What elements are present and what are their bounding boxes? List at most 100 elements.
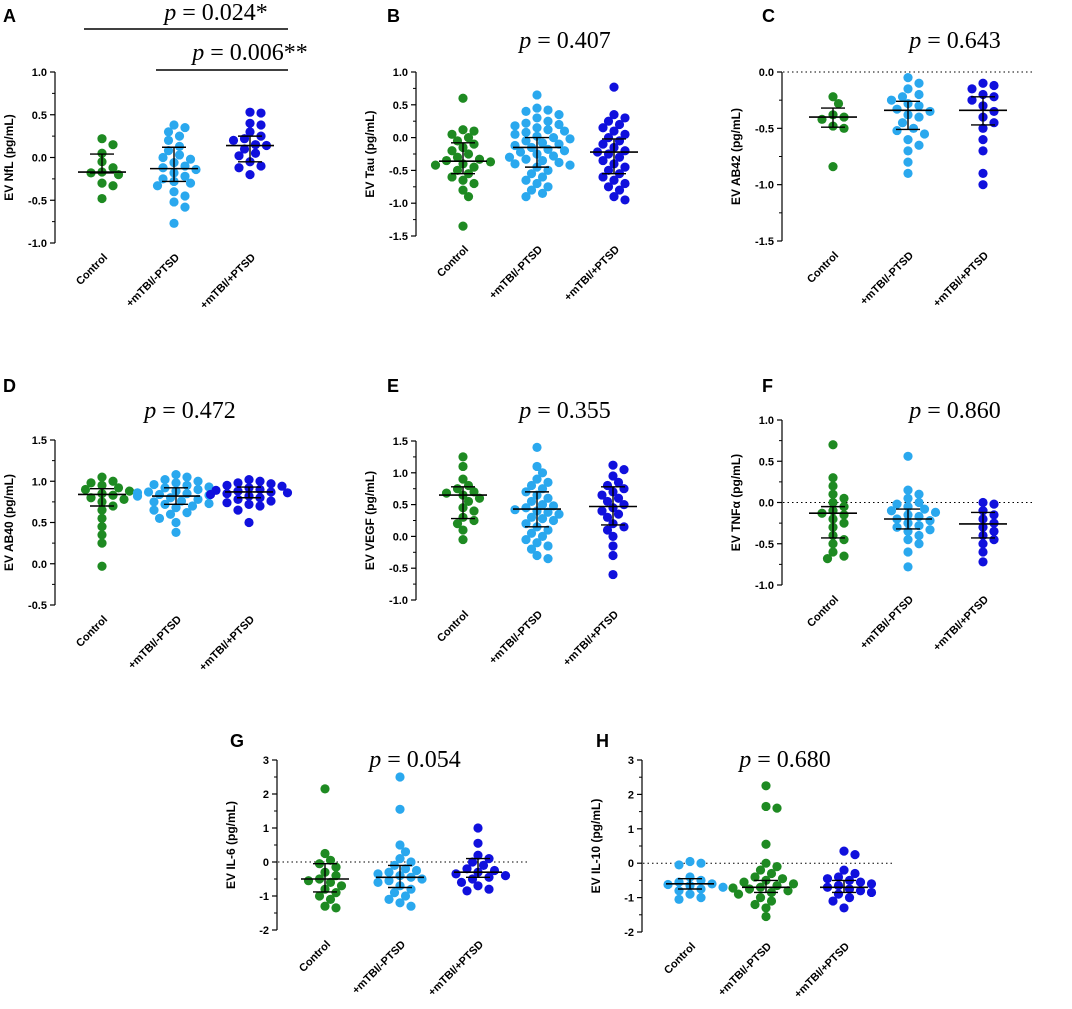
data-point <box>608 471 618 481</box>
data-point <box>320 848 330 859</box>
data-point <box>537 468 548 478</box>
y-tick-label: -1 <box>259 891 269 903</box>
data-point <box>914 489 924 499</box>
y-tick-label: -0.5 <box>755 123 774 135</box>
data-point <box>463 496 474 507</box>
data-point <box>171 517 181 528</box>
data-point <box>193 484 203 495</box>
data-point <box>892 522 902 532</box>
data-point <box>978 168 988 178</box>
series-0 <box>809 440 857 564</box>
data-point <box>447 129 457 139</box>
data-point <box>532 123 542 133</box>
data-point <box>256 161 266 171</box>
data-point <box>696 858 706 868</box>
series-2 <box>959 497 1007 567</box>
data-point <box>467 857 478 867</box>
data-point <box>510 121 520 131</box>
data-point <box>755 893 766 903</box>
category-label: Control <box>435 609 471 645</box>
data-point <box>97 480 107 490</box>
data-point <box>245 127 255 137</box>
data-point <box>903 84 913 94</box>
data-point <box>521 503 531 513</box>
data-point <box>174 141 185 151</box>
data-point <box>828 896 838 906</box>
data-point <box>384 867 394 877</box>
data-point <box>395 804 405 814</box>
y-tick-label: 0.0 <box>32 153 47 165</box>
series-0 <box>663 856 728 904</box>
series-1 <box>884 73 935 178</box>
data-point <box>828 473 838 483</box>
panel-h: Hp = 0.680 3 2 1 0 -1 -2 EV IL-10 (pg/mL) Contro… <box>589 731 892 1001</box>
data-point <box>761 801 771 812</box>
data-point <box>193 476 203 486</box>
data-point <box>473 838 483 848</box>
data-point <box>521 127 531 137</box>
data-point <box>526 169 537 179</box>
data-point <box>193 494 203 504</box>
category-label: Control <box>74 252 110 288</box>
data-point <box>761 781 771 791</box>
panel-letter: C <box>762 6 775 26</box>
data-point <box>204 498 214 509</box>
data-point <box>828 547 838 557</box>
data-point <box>855 886 866 896</box>
y-axis-label: EV IL-10 (pg/mL) <box>589 799 603 894</box>
data-point <box>233 478 243 488</box>
y-tick-label: 1.0 <box>393 67 408 79</box>
panel-g: Gp = 0.054 3 2 1 0 -1 -2 EV IL-6 (pg/mL) Control… <box>224 731 527 999</box>
data-point <box>674 894 684 904</box>
category-label: +mTBI/+PTSD <box>198 252 258 312</box>
data-point <box>395 772 405 782</box>
data-point <box>532 131 542 141</box>
data-point <box>526 480 537 491</box>
data-point <box>914 521 924 531</box>
data-point <box>619 484 629 494</box>
data-point <box>86 493 96 503</box>
y-tick-label: 3 <box>628 755 634 767</box>
data-point <box>108 163 118 173</box>
y-tick-label: -0.5 <box>389 165 408 177</box>
data-point <box>609 82 619 92</box>
data-point <box>456 877 467 888</box>
data-point <box>458 93 468 103</box>
data-point <box>777 874 788 884</box>
data-point <box>608 569 618 580</box>
data-point <box>469 515 479 526</box>
data-point <box>233 486 243 496</box>
data-point <box>510 159 520 169</box>
data-point <box>548 501 559 511</box>
data-point <box>543 554 553 564</box>
data-point <box>521 118 531 128</box>
data-point <box>169 120 179 130</box>
data-point <box>761 903 771 913</box>
data-point <box>925 516 935 526</box>
category-label: Control <box>662 941 698 977</box>
data-point <box>447 172 457 182</box>
data-point <box>149 497 159 507</box>
data-point <box>892 499 902 509</box>
data-point <box>903 547 913 557</box>
data-point <box>86 478 96 488</box>
data-point <box>187 501 198 511</box>
data-point <box>331 862 341 872</box>
data-point <box>245 118 255 128</box>
y-tick-label: 0.5 <box>759 456 774 468</box>
data-point <box>163 127 174 137</box>
y-tick-label: 0 <box>263 857 269 869</box>
data-point <box>185 178 196 188</box>
y-tick-label: -2 <box>259 925 269 937</box>
panel-letter: A <box>3 6 16 26</box>
data-point <box>839 123 849 133</box>
data-point <box>154 513 165 523</box>
data-point <box>185 154 196 164</box>
series-0 <box>439 452 487 545</box>
series-2 <box>451 823 511 896</box>
y-tick-label: 1.0 <box>32 67 47 79</box>
data-point <box>484 884 494 894</box>
data-point <box>169 218 179 228</box>
data-point <box>113 483 124 493</box>
data-point <box>447 146 457 156</box>
